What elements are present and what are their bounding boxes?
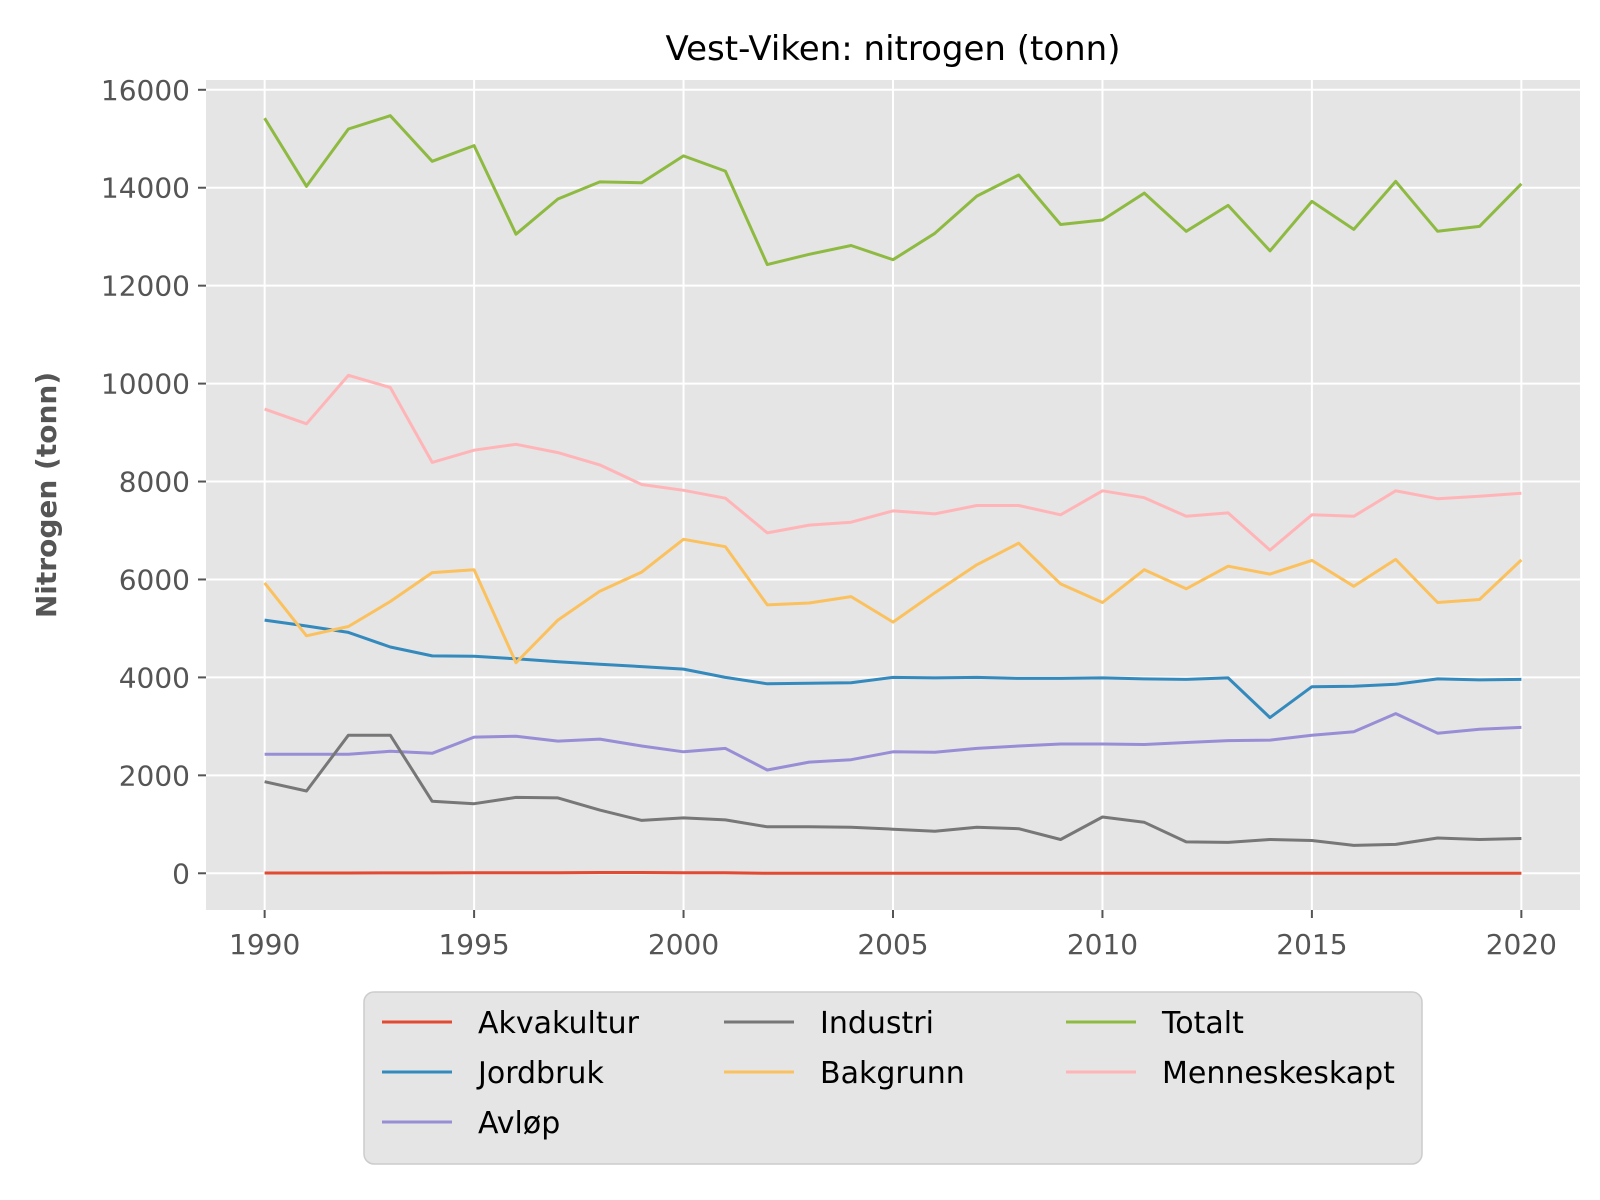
legend-label: Akvakultur bbox=[478, 1006, 640, 1041]
legend-box bbox=[363, 991, 1423, 1165]
series-layer bbox=[263, 114, 1523, 875]
series-line-akvakultur bbox=[264, 871, 1522, 875]
x-axis-ticks: 1990 1995 2000 2005 2010 2015 2020 bbox=[229, 910, 1557, 961]
y-tick-label: 8000 bbox=[119, 466, 190, 499]
y-tick-label: 12000 bbox=[101, 270, 190, 303]
chart-title: Vest-Viken: nitrogen (tonn) bbox=[666, 29, 1121, 69]
y-tick-label: 4000 bbox=[119, 661, 190, 694]
series-line-industri bbox=[264, 733, 1522, 847]
legend: Akvakultur Industri Totalt Jordbruk Bakgrunn… bbox=[363, 991, 1423, 1165]
series-line-jordbruk bbox=[264, 618, 1522, 720]
legend-item-menneskeskapt: Menneskeskapt bbox=[1066, 1056, 1395, 1091]
series-line-bakgrunn bbox=[263, 537, 1523, 665]
x-tick-label: 2020 bbox=[1486, 928, 1557, 961]
legend-item-industri: Industri bbox=[724, 1006, 934, 1041]
legend-item-jordbruk: Jordbruk bbox=[382, 1056, 604, 1091]
legend-label: Jordbruk bbox=[476, 1056, 604, 1091]
y-tick-label: 2000 bbox=[119, 759, 190, 792]
legend-items: Akvakultur Industri Totalt Jordbruk Bakgrunn… bbox=[382, 1006, 1395, 1141]
legend-label: Totalt bbox=[1161, 1006, 1244, 1041]
y-tick-label: 14000 bbox=[101, 172, 190, 205]
x-tick-label: 2015 bbox=[1276, 928, 1347, 961]
series-line-menneskeskapt bbox=[264, 373, 1522, 552]
y-tick-label: 0 bbox=[172, 857, 190, 890]
legend-item-totalt: Totalt bbox=[1066, 1006, 1244, 1041]
legend-item-akvakultur: Akvakultur bbox=[382, 1006, 640, 1041]
legend-label: Industri bbox=[820, 1006, 934, 1041]
y-axis-label: Nitrogen (tonn) bbox=[30, 372, 63, 618]
x-tick-label: 2005 bbox=[857, 928, 928, 961]
x-tick-label: 1990 bbox=[229, 928, 300, 961]
legend-label: Bakgrunn bbox=[820, 1056, 965, 1091]
x-tick-label: 2000 bbox=[648, 928, 719, 961]
y-axis-ticks: 0 2000 4000 6000 8000 10000 12000 14000 16000 bbox=[101, 74, 206, 890]
x-tick-label: 2010 bbox=[1067, 928, 1138, 961]
legend-item-bakgrunn: Bakgrunn bbox=[724, 1056, 965, 1091]
x-tick-label: 1995 bbox=[438, 928, 509, 961]
legend-item-avlop: Avløp bbox=[382, 1106, 560, 1141]
legend-label: Avløp bbox=[478, 1106, 560, 1141]
y-tick-label: 10000 bbox=[101, 368, 190, 401]
y-tick-label: 6000 bbox=[119, 563, 190, 596]
y-tick-label: 16000 bbox=[101, 74, 190, 107]
legend-label: Menneskeskapt bbox=[1162, 1056, 1395, 1091]
series-line-totalt bbox=[263, 114, 1523, 267]
series-line-avlop bbox=[264, 712, 1522, 772]
